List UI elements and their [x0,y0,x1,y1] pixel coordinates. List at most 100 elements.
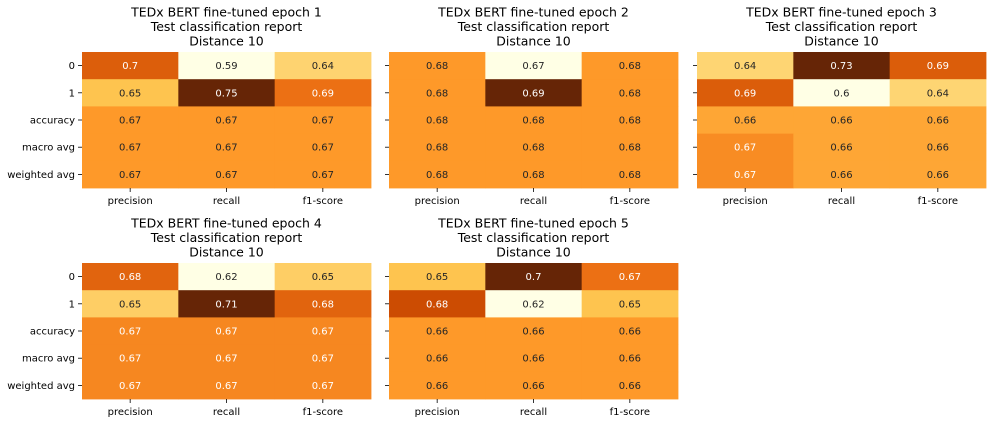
heatmap-cell [485,160,583,189]
heatmap-cell [793,106,891,134]
panel-title-line: Test classification report [150,19,303,34]
heatmap-cell [274,317,372,345]
column-tick-label: f1-score [303,196,343,207]
cell-value-label: 0.69 [927,61,949,72]
cell-value-label: 0.67 [215,327,237,338]
cell-value-label: 0.67 [215,381,237,392]
heatmap-cell [581,290,679,318]
column-tick-label: recall [213,196,240,207]
cell-value-label: 0.64 [927,88,949,99]
heatmap-cell [697,106,794,134]
heatmap-cell [697,133,794,162]
cell-value-label: 0.7 [526,272,542,283]
cell-value-label: 0.66 [522,354,544,365]
heatmap-cell [793,160,891,189]
heatmap-cell [581,52,679,80]
cell-value-label: 0.66 [619,381,641,392]
cell-value-label: 0.68 [619,143,641,154]
heatmap-cell [389,263,486,291]
panel-title-line: Distance 10 [804,34,879,49]
cell-value-label: 0.66 [734,116,756,127]
cell-value-label: 0.67 [619,272,641,283]
heatmap-cell [697,79,794,107]
heatmap-cell [389,79,486,107]
cell-value-label: 0.67 [215,143,237,154]
panel-title-line: TEDx BERT fine-tuned epoch 3 [745,5,937,20]
row-tick-label: accuracy [30,116,75,127]
column-tick-label: precision [108,407,153,418]
heatmap-cell [178,344,276,373]
heatmap-cell [274,79,372,107]
heatmap-cell [889,79,987,107]
heatmap-cell [82,133,179,162]
column-tick-label: precision [108,196,153,207]
cell-value-label: 0.67 [522,61,544,72]
cell-value-label: 0.69 [312,88,334,99]
cell-value-label: 0.65 [119,88,141,99]
heatmap-cell [581,133,679,162]
heatmap-cell [274,106,372,134]
heatmap-cell [581,79,679,107]
column-tick-label: recall [828,196,855,207]
heatmap-cell [82,263,179,291]
row-tick-label: 1 [69,88,75,99]
cell-value-label: 0.66 [619,327,641,338]
heatmap-cell [485,317,583,345]
cell-value-label: 0.66 [830,116,852,127]
column-tick-label: recall [213,407,240,418]
heatmap-cell [485,133,583,162]
heatmap-cell [581,344,679,373]
cell-value-label: 0.67 [119,143,141,154]
cell-value-label: 0.73 [830,61,852,72]
column-tick-label: recall [520,196,547,207]
cell-value-label: 0.67 [119,116,141,127]
heatmap-cell [485,263,583,291]
panel-title-line: Test classification report [457,230,610,245]
row-tick-label: weighted avg [7,170,75,181]
cell-value-label: 0.68 [426,170,448,181]
heatmap-cell [82,371,179,400]
heatmap-cell [82,290,179,318]
heatmap-cell [178,106,276,134]
heatmap-cell [889,52,987,80]
heatmap-cell [485,106,583,134]
cell-value-label: 0.68 [119,272,141,283]
heatmap-cell [389,344,486,373]
cell-value-label: 0.67 [312,381,334,392]
heatmap-cell [793,133,891,162]
cell-value-label: 0.68 [522,143,544,154]
cell-value-label: 0.66 [927,116,949,127]
panel-title-line: Distance 10 [496,245,571,260]
heatmap-cell [889,160,987,189]
cell-value-label: 0.75 [215,88,237,99]
heatmap-cell [581,371,679,400]
cell-value-label: 0.68 [426,88,448,99]
heatmap-cell [389,106,486,134]
heatmap-cell [485,52,583,80]
cell-value-label: 0.6 [834,88,850,99]
cell-value-label: 0.69 [522,88,544,99]
cell-value-label: 0.66 [927,170,949,181]
panel-title-line: Distance 10 [189,34,264,49]
cell-value-label: 0.67 [734,170,756,181]
heatmap-cell [389,52,486,80]
column-tick-label: recall [520,407,547,418]
cell-value-label: 0.68 [426,143,448,154]
panel-title-line: TEDx BERT fine-tuned epoch 4 [130,216,322,231]
heatmap-cell [274,344,372,373]
row-tick-label: macro avg [22,143,75,154]
panel-title-line: TEDx BERT fine-tuned epoch 1 [130,5,322,20]
heatmap-cell [581,106,679,134]
cell-value-label: 0.67 [119,381,141,392]
heatmap-cell [274,290,372,318]
heatmap-cell [581,160,679,189]
cell-value-label: 0.65 [119,299,141,310]
cell-value-label: 0.67 [119,327,141,338]
row-tick-label: accuracy [30,327,75,338]
panel-title-line: Test classification report [457,19,610,34]
heatmap-cell [389,290,486,318]
